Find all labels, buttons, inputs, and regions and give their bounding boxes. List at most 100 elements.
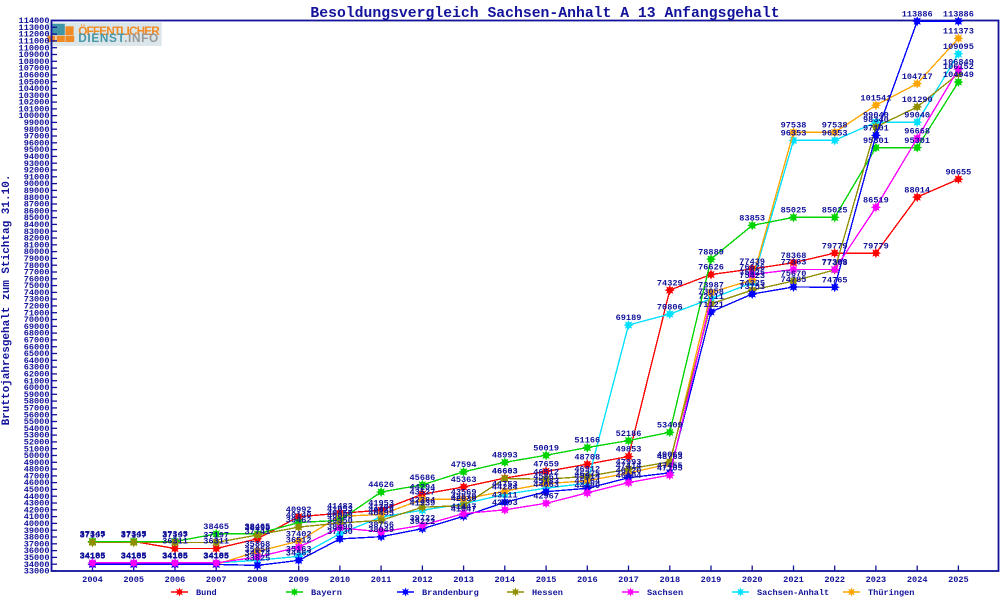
svg-text:83000: 83000 bbox=[24, 227, 50, 237]
svg-text:73987: 73987 bbox=[698, 281, 724, 291]
svg-text:42000: 42000 bbox=[24, 505, 50, 515]
svg-text:2021: 2021 bbox=[783, 575, 804, 585]
svg-text:36000: 36000 bbox=[24, 546, 50, 556]
svg-text:72311: 72311 bbox=[698, 292, 724, 302]
svg-text:34185: 34185 bbox=[80, 551, 106, 561]
svg-text:83853: 83853 bbox=[739, 214, 765, 224]
svg-text:69189: 69189 bbox=[616, 313, 642, 323]
svg-text:37741: 37741 bbox=[245, 527, 271, 537]
svg-text:Sachsen: Sachsen bbox=[647, 588, 683, 598]
svg-text:38490: 38490 bbox=[327, 522, 353, 532]
svg-text:41047: 41047 bbox=[451, 505, 477, 515]
svg-text:77000: 77000 bbox=[24, 268, 50, 278]
svg-text:46275: 46275 bbox=[574, 469, 600, 479]
svg-text:64000: 64000 bbox=[24, 356, 50, 366]
svg-text:97000: 97000 bbox=[24, 132, 50, 142]
svg-text:52186: 52186 bbox=[616, 429, 642, 439]
svg-text:76000: 76000 bbox=[24, 274, 50, 284]
svg-text:2010: 2010 bbox=[330, 575, 351, 585]
svg-text:98000: 98000 bbox=[24, 125, 50, 135]
svg-text:68000: 68000 bbox=[24, 329, 50, 339]
svg-text:44753: 44753 bbox=[492, 479, 518, 489]
svg-text:45686: 45686 bbox=[410, 473, 436, 483]
svg-text:Besoldungsvergleich Sachsen-An: Besoldungsvergleich Sachsen-Anhalt A 13 … bbox=[310, 6, 779, 22]
svg-text:52000: 52000 bbox=[24, 438, 50, 448]
svg-text:95301: 95301 bbox=[863, 136, 889, 146]
svg-text:105000: 105000 bbox=[19, 77, 50, 87]
svg-text:2013: 2013 bbox=[453, 575, 474, 585]
svg-text:46004: 46004 bbox=[616, 471, 642, 481]
svg-text:41939: 41939 bbox=[410, 498, 436, 508]
svg-text:34000: 34000 bbox=[24, 560, 50, 570]
svg-text:47105: 47105 bbox=[657, 463, 683, 473]
svg-text:47414: 47414 bbox=[616, 461, 642, 471]
svg-text:34105: 34105 bbox=[203, 552, 229, 562]
svg-text:41053: 41053 bbox=[327, 505, 353, 515]
svg-text:74765: 74765 bbox=[822, 275, 848, 285]
svg-text:40140: 40140 bbox=[286, 511, 312, 521]
svg-text:75423: 75423 bbox=[739, 271, 765, 281]
svg-text:74000: 74000 bbox=[24, 288, 50, 298]
svg-text:45363: 45363 bbox=[451, 475, 477, 485]
svg-text:78000: 78000 bbox=[24, 261, 50, 271]
svg-text:79779: 79779 bbox=[863, 241, 889, 251]
svg-text:2014: 2014 bbox=[494, 575, 515, 585]
svg-text:76626: 76626 bbox=[739, 263, 765, 273]
svg-text:2017: 2017 bbox=[618, 575, 639, 585]
svg-text:49069: 49069 bbox=[657, 450, 683, 460]
svg-text:61000: 61000 bbox=[24, 376, 50, 386]
svg-text:109095: 109095 bbox=[943, 42, 974, 52]
svg-text:50000: 50000 bbox=[24, 451, 50, 461]
svg-text:43569: 43569 bbox=[451, 487, 477, 497]
svg-text:72000: 72000 bbox=[24, 302, 50, 312]
svg-text:35163: 35163 bbox=[286, 545, 312, 555]
svg-text:39222: 39222 bbox=[410, 517, 436, 527]
svg-text:2004: 2004 bbox=[82, 575, 103, 585]
svg-text:2005: 2005 bbox=[123, 575, 144, 585]
svg-text:67000: 67000 bbox=[24, 336, 50, 346]
svg-text:106000: 106000 bbox=[19, 71, 50, 81]
svg-text:113886: 113886 bbox=[902, 10, 933, 20]
svg-text:78889: 78889 bbox=[698, 247, 724, 257]
svg-text:35058: 35058 bbox=[245, 545, 271, 555]
svg-text:93000: 93000 bbox=[24, 159, 50, 169]
svg-text:37345: 37345 bbox=[121, 530, 147, 540]
svg-text:34185: 34185 bbox=[121, 551, 147, 561]
svg-text:54000: 54000 bbox=[24, 424, 50, 434]
svg-text:69000: 69000 bbox=[24, 322, 50, 332]
svg-text:40455: 40455 bbox=[368, 509, 394, 519]
svg-text:80000: 80000 bbox=[24, 247, 50, 257]
svg-text:99040: 99040 bbox=[863, 110, 889, 120]
svg-text:44294: 44294 bbox=[410, 482, 436, 492]
svg-text:111373: 111373 bbox=[943, 27, 974, 37]
svg-text:37197: 37197 bbox=[121, 531, 147, 541]
svg-text:71000: 71000 bbox=[24, 308, 50, 318]
svg-text:41309: 41309 bbox=[368, 503, 394, 513]
svg-text:49000: 49000 bbox=[24, 458, 50, 468]
svg-text:56000: 56000 bbox=[24, 410, 50, 420]
svg-text:74785: 74785 bbox=[781, 275, 807, 285]
svg-text:110000: 110000 bbox=[19, 43, 50, 53]
svg-text:84000: 84000 bbox=[24, 220, 50, 230]
svg-text:37730: 37730 bbox=[327, 527, 353, 537]
svg-text:101290: 101290 bbox=[902, 95, 933, 105]
svg-text:86000: 86000 bbox=[24, 206, 50, 216]
svg-text:33825: 33825 bbox=[245, 554, 271, 564]
svg-text:Bund: Bund bbox=[196, 588, 217, 598]
svg-text:DIENST.INFO: DIENST.INFO bbox=[78, 31, 158, 45]
svg-text:46663: 46663 bbox=[492, 466, 518, 476]
svg-text:42384: 42384 bbox=[410, 495, 436, 505]
svg-text:106152: 106152 bbox=[943, 62, 974, 72]
svg-text:2008: 2008 bbox=[247, 575, 268, 585]
svg-text:2012: 2012 bbox=[412, 575, 433, 585]
svg-text:34185: 34185 bbox=[80, 551, 106, 561]
svg-text:38756: 38756 bbox=[368, 520, 394, 530]
svg-text:37345: 37345 bbox=[80, 530, 106, 540]
svg-text:37402: 37402 bbox=[286, 529, 312, 539]
svg-text:92000: 92000 bbox=[24, 166, 50, 176]
svg-text:90000: 90000 bbox=[24, 179, 50, 189]
svg-text:40063: 40063 bbox=[327, 511, 353, 521]
svg-text:73753: 73753 bbox=[739, 282, 765, 292]
svg-text:44626: 44626 bbox=[368, 480, 394, 490]
svg-text:40992: 40992 bbox=[286, 505, 312, 515]
